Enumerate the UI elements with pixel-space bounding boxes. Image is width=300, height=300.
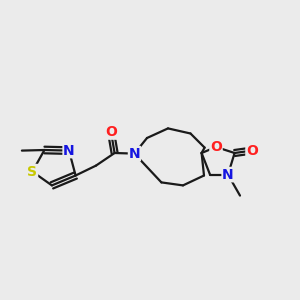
Text: N: N — [63, 144, 75, 158]
Text: O: O — [246, 144, 258, 158]
Text: O: O — [210, 140, 222, 154]
Text: N: N — [129, 147, 140, 160]
Text: S: S — [27, 165, 38, 178]
Text: N: N — [222, 168, 234, 182]
Text: O: O — [105, 125, 117, 139]
